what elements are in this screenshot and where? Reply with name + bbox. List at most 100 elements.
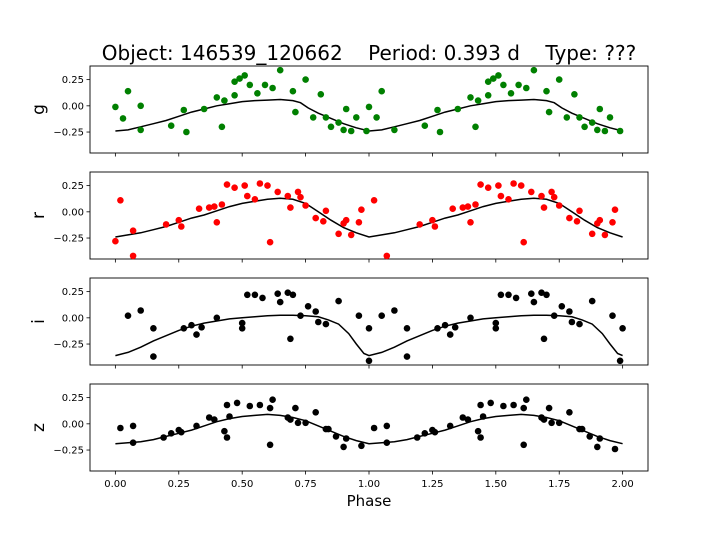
data-point-i [287, 335, 294, 343]
data-point-i [512, 294, 520, 302]
data-point-g [530, 66, 538, 74]
data-point-r [588, 230, 596, 238]
data-point-g [363, 127, 370, 135]
data-point-r [195, 205, 203, 212]
ytick-label: 0.00 [62, 313, 84, 324]
data-point-i [434, 325, 441, 332]
data-point-r [205, 204, 213, 211]
data-point-g [523, 84, 530, 92]
data-point-r [117, 197, 124, 204]
data-point-z [294, 419, 302, 427]
data-point-z [566, 409, 573, 416]
data-point-i [312, 308, 320, 315]
data-point-r [517, 182, 525, 189]
xtick-label: 0.75 [294, 479, 316, 490]
data-point-i [188, 321, 195, 329]
data-point-r [302, 202, 309, 209]
data-point-g [231, 78, 238, 85]
data-point-z [233, 399, 241, 407]
data-point-g [241, 72, 248, 79]
panel-g: −0.25 0.00 0.25 g [29, 65, 649, 157]
data-point-i [619, 325, 626, 332]
data-point-g [373, 114, 380, 121]
data-point-g [594, 126, 601, 134]
data-point-r [284, 192, 292, 200]
data-point-g [276, 66, 284, 74]
data-point-r [231, 184, 238, 191]
data-point-z [548, 419, 555, 427]
data-point-g [213, 94, 221, 101]
data-point-g [317, 91, 325, 98]
xtick-label: 1.75 [548, 479, 570, 490]
data-point-r [573, 218, 581, 225]
data-point-z [223, 401, 231, 409]
data-point-r [358, 206, 365, 213]
data-point-g [490, 75, 497, 82]
data-point-r [538, 192, 545, 200]
data-point-i [505, 291, 512, 299]
data-point-r [576, 207, 583, 215]
ylabel-r: r [29, 212, 49, 219]
data-point-z [477, 401, 484, 409]
data-point-r [528, 188, 535, 196]
data-point-g [588, 119, 596, 126]
data-point-z [545, 404, 553, 412]
data-point-r [355, 219, 363, 226]
data-point-g [391, 126, 398, 134]
data-point-g [484, 92, 492, 99]
data-point-g [254, 90, 261, 97]
data-point-g [474, 97, 482, 104]
data-point-r [550, 193, 558, 201]
data-point-g [543, 87, 550, 95]
data-point-z [421, 430, 429, 437]
data-point-r [464, 203, 472, 210]
data-point-r [472, 201, 479, 208]
data-point-i [492, 325, 500, 332]
data-point-i [492, 319, 500, 327]
data-point-i [365, 325, 373, 332]
ylabel-z: z [29, 423, 49, 432]
data-point-r [601, 231, 609, 239]
data-point-g [231, 92, 238, 99]
data-point-g [515, 81, 522, 89]
data-point-r [510, 180, 517, 187]
data-point-r [566, 214, 573, 222]
data-point-i [446, 331, 454, 338]
data-point-i [467, 314, 474, 322]
data-point-i [276, 298, 284, 306]
data-point-g [340, 126, 347, 134]
data-point-g [421, 122, 429, 129]
ylabel-g: g [29, 104, 49, 115]
data-point-g [555, 76, 563, 83]
data-point-g [246, 81, 254, 89]
panels: −0.25 0.00 0.25 g −0.25 0.00 0.25 r −0.25 0.00 0.2… [29, 65, 649, 510]
data-point-r [495, 182, 502, 189]
data-point-i [568, 318, 576, 326]
data-point-z [193, 422, 200, 430]
data-point-i [543, 291, 550, 299]
data-point-z [596, 435, 604, 442]
data-point-g [302, 76, 309, 83]
ytick-label: −0.25 [53, 340, 84, 351]
data-point-r [467, 219, 474, 226]
data-point-i [616, 357, 624, 365]
data-point-r [320, 218, 327, 225]
data-point-i [244, 291, 251, 299]
data-point-r [548, 188, 555, 196]
data-point-z [500, 402, 507, 410]
data-point-g [289, 87, 297, 95]
data-point-i [335, 297, 342, 305]
ytick-label: −0.25 [53, 446, 84, 457]
data-point-z [611, 445, 619, 453]
data-point-g [183, 128, 190, 136]
data-point-g [167, 122, 175, 129]
data-point-r [497, 192, 505, 200]
data-point-z [211, 416, 218, 423]
data-point-r [294, 188, 302, 196]
data-point-r [609, 219, 616, 226]
data-point-i [558, 303, 566, 310]
data-point-g [200, 105, 208, 113]
data-point-g [434, 106, 441, 114]
data-point-i [322, 320, 330, 328]
ytick-label: −0.25 [53, 128, 84, 139]
